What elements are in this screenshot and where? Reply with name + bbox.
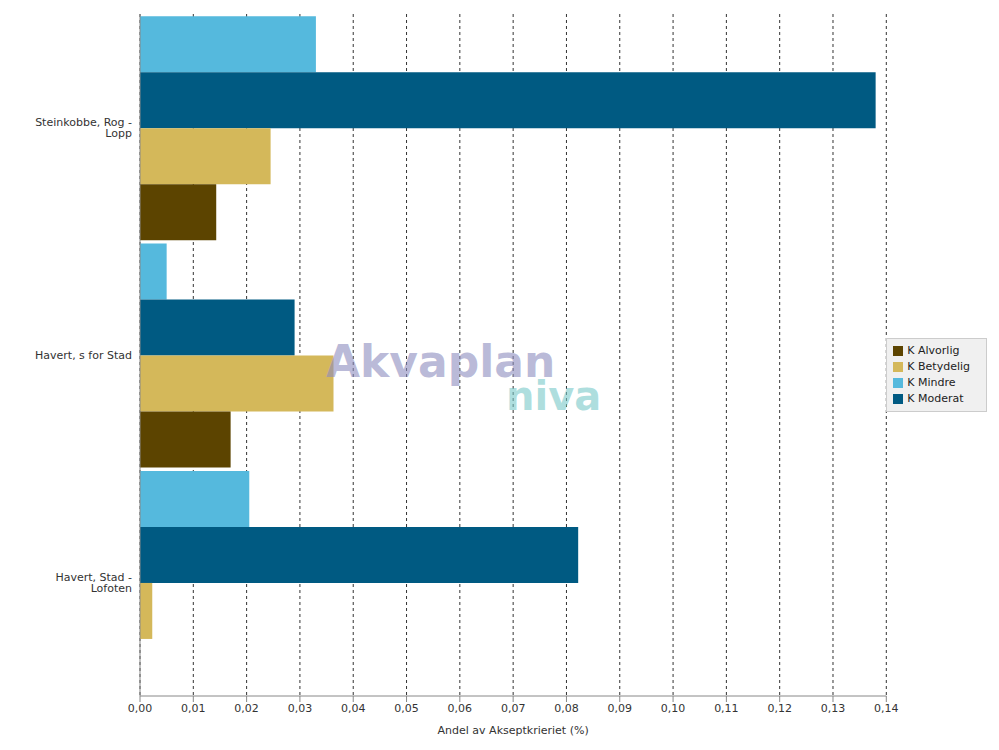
html-text:K Alvorlig: K Alvorlig <box>907 344 960 357</box>
svg-text:0,13: 0,13 <box>821 702 846 715</box>
svg-text:0,00: 0,00 <box>128 702 153 715</box>
svg-text:0,08: 0,08 <box>554 702 579 715</box>
html-text:niva: niva <box>506 373 602 419</box>
svg-text:0,05: 0,05 <box>394 702 419 715</box>
svg-text:0,06: 0,06 <box>448 702 473 715</box>
svg-text:0,02: 0,02 <box>234 702 259 715</box>
html-text:K Moderat: K Moderat <box>907 392 964 405</box>
svg-text:0,12: 0,12 <box>767 702 792 715</box>
svg-text:0,09: 0,09 <box>608 702 633 715</box>
html-text:K Mindre: K Mindre <box>907 376 956 389</box>
svg-text:0,10: 0,10 <box>661 702 686 715</box>
svg-text:Havert, s for Stad: Havert, s for Stad <box>35 349 132 362</box>
svg-text:0,03: 0,03 <box>288 702 313 715</box>
html-text:K Betydelig: K Betydelig <box>907 360 970 373</box>
svg-text:Steinkobbe, Rog -Lopp: Steinkobbe, Rog -Lopp <box>35 116 132 140</box>
svg-text:0,07: 0,07 <box>501 702 526 715</box>
svg-text:0,01: 0,01 <box>181 702 206 715</box>
svg-text:Andel av Akseptkrieriet (%): Andel av Akseptkrieriet (%) <box>438 724 589 737</box>
svg-text:0,11: 0,11 <box>714 702 739 715</box>
svg-text:Havert, Stad -Lofoten: Havert, Stad -Lofoten <box>55 571 132 595</box>
html-text:Akvaplan: Akvaplan <box>326 336 556 387</box>
svg-text:0,04: 0,04 <box>341 702 366 715</box>
svg-text:0,14: 0,14 <box>874 702 899 715</box>
